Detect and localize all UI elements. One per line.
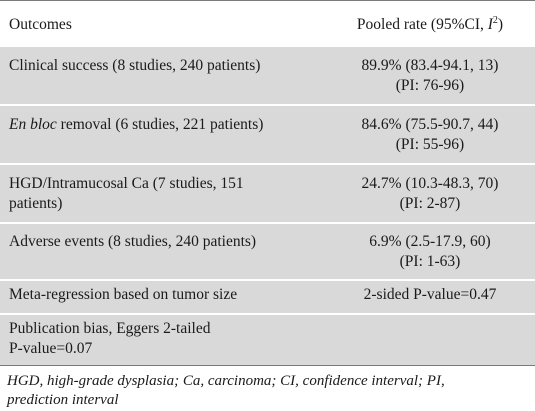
row-label-rest: removal (6 studies, 221 patients) [56,116,264,133]
row-value-line1: 6.9% (2.5-17.9, 60) [369,233,491,250]
table-top-rule [0,0,535,1]
row-value-line2: (PI: 76-96) [395,77,465,94]
row-label: En bloc removal (6 studies, 221 patients… [9,115,319,135]
table-row-hgd: HGD/Intramucosal Ca (7 studies, 151 pati… [0,165,535,222]
row-value-line1: 24.7% (10.3-48.3, 70) [361,175,499,192]
header-pooled-rate-close: ) [497,16,504,33]
row-label: Clinical success (8 studies, 240 patient… [9,57,261,74]
row-label-line2: patients) [9,195,63,212]
table-row-clinical-success: Clinical success (8 studies, 240 patient… [0,47,535,104]
row-label-line1: HGD/Intramucosal Ca (7 studies, 151 [9,175,244,192]
table-row-adverse-events: Adverse events (8 studies, 240 patients)… [0,224,535,279]
footnote-line1: HGD, high-grade dysplasia; Ca, carcinoma… [7,373,445,389]
row-divider [0,104,535,106]
row-value-line1: 84.6% (75.5-90.7, 44) [361,116,499,133]
header-i-symbol: I [487,16,493,33]
row-value-line1: 89.9% (83.4-94.1, 13) [361,57,499,74]
row-value-line2: (PI: 2-87) [399,195,461,212]
table-row-meta-regression: Meta-regression based on tumor size 2-si… [0,281,535,313]
row-label: Meta-regression based on tumor size [9,286,238,303]
header-outcomes: Outcomes [9,16,72,33]
header-i-superscript: 2 [492,14,498,26]
header-pooled-rate: Pooled rate (95%CI, I2) [330,15,530,35]
row-divider [0,313,535,315]
table-header-row: Outcomes Pooled rate (95%CI, I2) [0,1,535,45]
row-divider [0,279,535,281]
header-pooled-rate-text: Pooled rate (95%CI, [356,16,488,33]
row-divider [0,163,535,165]
row-label-line2: P-value=0.07 [9,340,93,357]
footnote-line2: prediction interval [7,392,119,408]
row-label-italic: En bloc [9,116,57,133]
row-divider [0,222,535,224]
row-value-line2: (PI: 1-63) [399,253,461,270]
table-row-publication-bias: Publication bias, Eggers 2-tailed P-valu… [0,315,535,365]
table-footnote: HGD, high-grade dysplasia; Ca, carcinoma… [7,372,527,410]
table-row-en-bloc: En bloc removal (6 studies, 221 patients… [0,106,535,163]
row-label: Adverse events (8 studies, 240 patients) [9,233,257,250]
row-value-line1: 2-sided P-value=0.47 [363,286,497,303]
table-bottom-rule [0,365,535,366]
row-value-line2: (PI: 55-96) [395,136,465,153]
row-label-line1: Publication bias, Eggers 2-tailed [9,320,211,337]
